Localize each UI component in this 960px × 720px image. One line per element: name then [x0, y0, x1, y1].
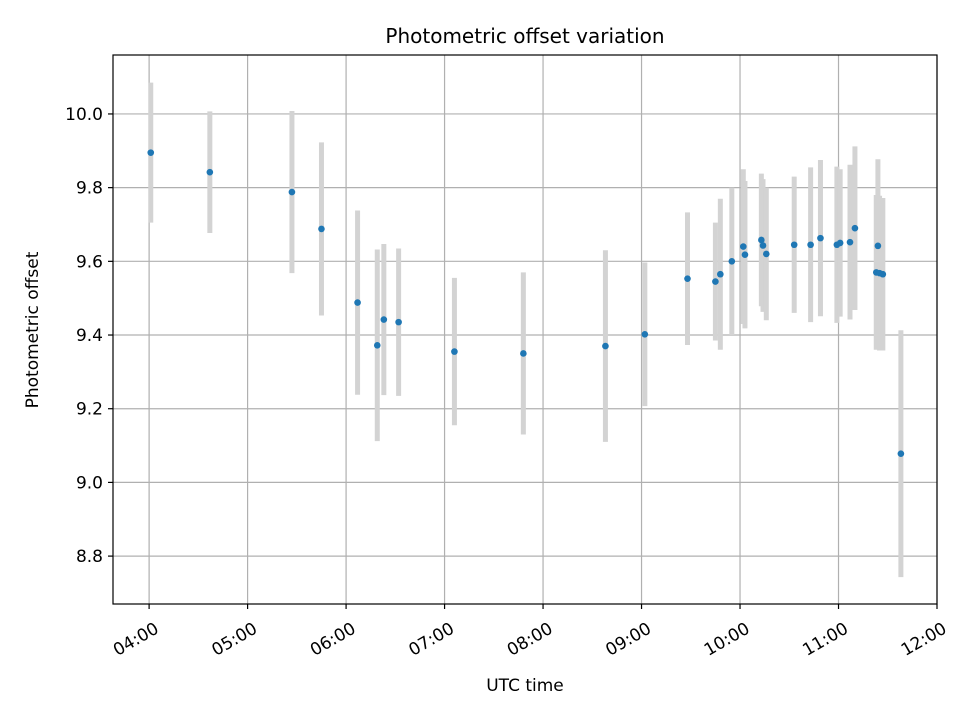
- y-tick-label: 9.8: [76, 179, 103, 199]
- plot-frame: [112, 54, 938, 605]
- data-point: [759, 242, 767, 249]
- data-point: [288, 188, 296, 196]
- x-axis-ticks: 04:00 05:00 06:00 07:00 08:00 09:00 10:00 11:00…: [110, 604, 950, 661]
- x-tick-label: 06:00: [307, 619, 359, 661]
- data-point: [641, 330, 649, 338]
- x-tick-label: 08:00: [504, 619, 556, 661]
- y-axis-label: Photometric offset: [23, 251, 43, 408]
- y-tick-label: 8.8: [76, 547, 103, 567]
- data-point: [147, 149, 155, 156]
- x-tick-label: 11:00: [799, 619, 851, 661]
- data-point: [712, 278, 719, 285]
- chart-title: Photometric offset variation: [385, 24, 664, 48]
- x-tick-label: 07:00: [405, 619, 457, 661]
- data-points: [147, 149, 905, 457]
- data-point: [728, 258, 736, 265]
- data-point: [790, 241, 798, 249]
- data-point: [380, 316, 388, 323]
- x-tick-label: 04:00: [110, 619, 162, 661]
- error-bars: [148, 82, 904, 578]
- data-point: [846, 238, 854, 246]
- data-point: [758, 236, 765, 244]
- data-point: [807, 241, 814, 249]
- data-point: [520, 350, 527, 357]
- data-point: [318, 225, 325, 233]
- x-tick-label: 12:00: [898, 619, 950, 661]
- data-point: [684, 275, 691, 282]
- data-point: [851, 224, 859, 232]
- data-point: [897, 450, 905, 457]
- data-point: [817, 234, 824, 242]
- data-point: [354, 299, 361, 306]
- x-axis-label: UTC time: [486, 676, 564, 696]
- y-tick-label: 9.0: [76, 473, 103, 493]
- data-point: [602, 342, 609, 350]
- data-point: [451, 348, 458, 355]
- x-tick-label: 10:00: [701, 619, 753, 661]
- data-point: [741, 251, 749, 259]
- data-point: [762, 250, 770, 258]
- y-tick-label: 9.4: [76, 326, 103, 346]
- data-point: [717, 270, 724, 278]
- x-tick-label: 05:00: [208, 619, 260, 661]
- y-tick-label: 10.0: [65, 105, 103, 125]
- data-point: [836, 239, 844, 247]
- y-tick-label: 9.2: [76, 400, 103, 420]
- data-point: [874, 242, 882, 250]
- data-point: [879, 270, 887, 278]
- y-axis-ticks: 8.8 9.0 9.2 9.4 9.6 9.8 10.0: [65, 105, 113, 567]
- data-point: [740, 243, 747, 250]
- data-point: [373, 342, 381, 349]
- y-tick-label: 9.6: [76, 252, 103, 272]
- data-point: [206, 168, 214, 176]
- data-point: [395, 318, 402, 326]
- x-tick-label: 09:00: [602, 619, 654, 661]
